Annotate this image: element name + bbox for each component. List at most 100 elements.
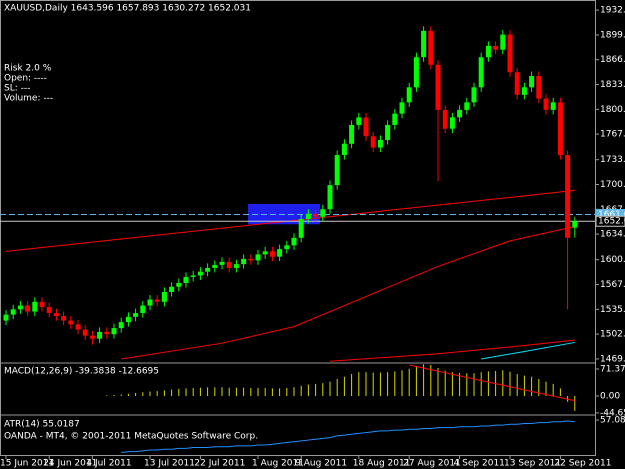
candle-body [154,299,160,302]
candle-body [125,316,131,323]
y-tick-label: 1502.05 [600,330,625,340]
info-line: Risk 2.0 % [4,64,52,74]
y-tick-label: 1767.79 [600,130,625,140]
candle-body [399,102,405,114]
y-tick-label: 1866.67 [600,55,625,65]
candle-body [97,331,103,339]
candle-body [68,320,74,325]
candle-body [190,275,196,277]
candle-body [385,124,391,140]
frame [0,0,596,456]
y-tick-label: 1733.80 [600,155,625,165]
y-tick-label: 0.00 [600,391,620,401]
price-label: 1652.03 [598,217,625,227]
candle-body [543,98,549,110]
candle-body [349,124,355,144]
candle-body [3,314,9,321]
price-label-box [595,215,625,227]
candle-body [89,335,95,339]
candle-body [161,292,167,302]
candle-body [557,102,563,156]
macd-title: MACD(12,26,9) -39.3838 -12.6695 [4,367,159,377]
y-tick-label: 1899.63 [600,30,625,40]
candle-body [565,155,571,238]
candle-body [320,209,326,217]
candle-body [147,299,153,306]
info-line: SL: --- [4,84,30,94]
y-tick-label: 1700.84 [600,180,625,190]
candle-body [262,251,268,255]
candle-body [183,276,189,283]
candle-body [111,328,117,335]
y-tick-label: 71.3772 [600,365,625,375]
candle-body [406,87,412,103]
candle-body [377,139,383,148]
candle-body [493,45,499,50]
candle-body [313,213,319,217]
candle-body [205,267,211,272]
candle-body [10,309,16,315]
candle-body [341,143,347,156]
y-tick-label: 1600.93 [600,255,625,265]
candle-body [478,57,484,88]
candle-body [507,34,513,73]
x-tick-label: 4 Jul 2011 [86,459,131,469]
candle-body [514,72,520,95]
candle-body [413,57,419,88]
candle-body [500,34,506,50]
candle-body [255,254,261,261]
x-tick-label: 1 Aug 2011 [252,459,304,469]
y-tick-label: 1535.01 [600,305,625,315]
copyright: OANDA - MT4, © 2001-2011 MetaQuotes Soft… [4,432,258,442]
x-tick-label: 18 Aug 2011 [353,459,411,469]
x-tick-label: 27 Aug 2011 [403,459,461,469]
candle-body [550,102,556,110]
candle-body [363,117,369,137]
candle-body [356,117,362,125]
candle-body [485,45,491,58]
moving-average [329,339,575,362]
candle-body [82,329,88,336]
candle-body [305,213,311,220]
candle-body [298,219,304,238]
x-tick-label: 4 Sep 2011 [454,459,505,469]
candle-body [291,237,297,246]
y-tick-label: 1634.92 [600,230,625,240]
candle-body [370,136,376,148]
candle-body [248,258,254,261]
y-tick-label: 1567.97 [600,280,625,290]
x-tick-label: 22 Sep 2011 [554,459,611,469]
info-line: Open: ---- [4,74,47,84]
candle-body [176,282,182,287]
x-tick-label: 13 Sep 2011 [504,459,561,469]
candle-body [464,102,470,110]
candle-body [104,331,110,335]
candle-body [212,264,218,268]
y-tick-label: 57.0883 [600,416,625,426]
moving-average [481,341,575,360]
moving-average [121,226,575,360]
candle-body [536,76,542,99]
candle-body [428,30,434,65]
candle-body [169,286,175,293]
candle-body [17,305,23,310]
candle-body [219,261,225,265]
candle-body [442,109,448,129]
candle-body [277,249,283,257]
candle-body [449,117,455,129]
atr-line [121,420,575,454]
candle-body [32,301,38,312]
candle-body [75,324,81,330]
candle-body [39,301,45,308]
y-tick-label: 1800.75 [600,105,625,115]
x-tick-label: 24 Jun 2011 [43,459,97,469]
candle-body [327,185,333,210]
candle-body [284,245,290,250]
atr-title: ATR(14) 55.0187 [4,420,80,430]
x-tick-label: 15 Jun 2011 [0,459,54,469]
x-tick-label: 22 Jul 2011 [194,459,245,469]
candle-body [572,221,578,228]
price-label: 1661.00 [598,210,625,220]
